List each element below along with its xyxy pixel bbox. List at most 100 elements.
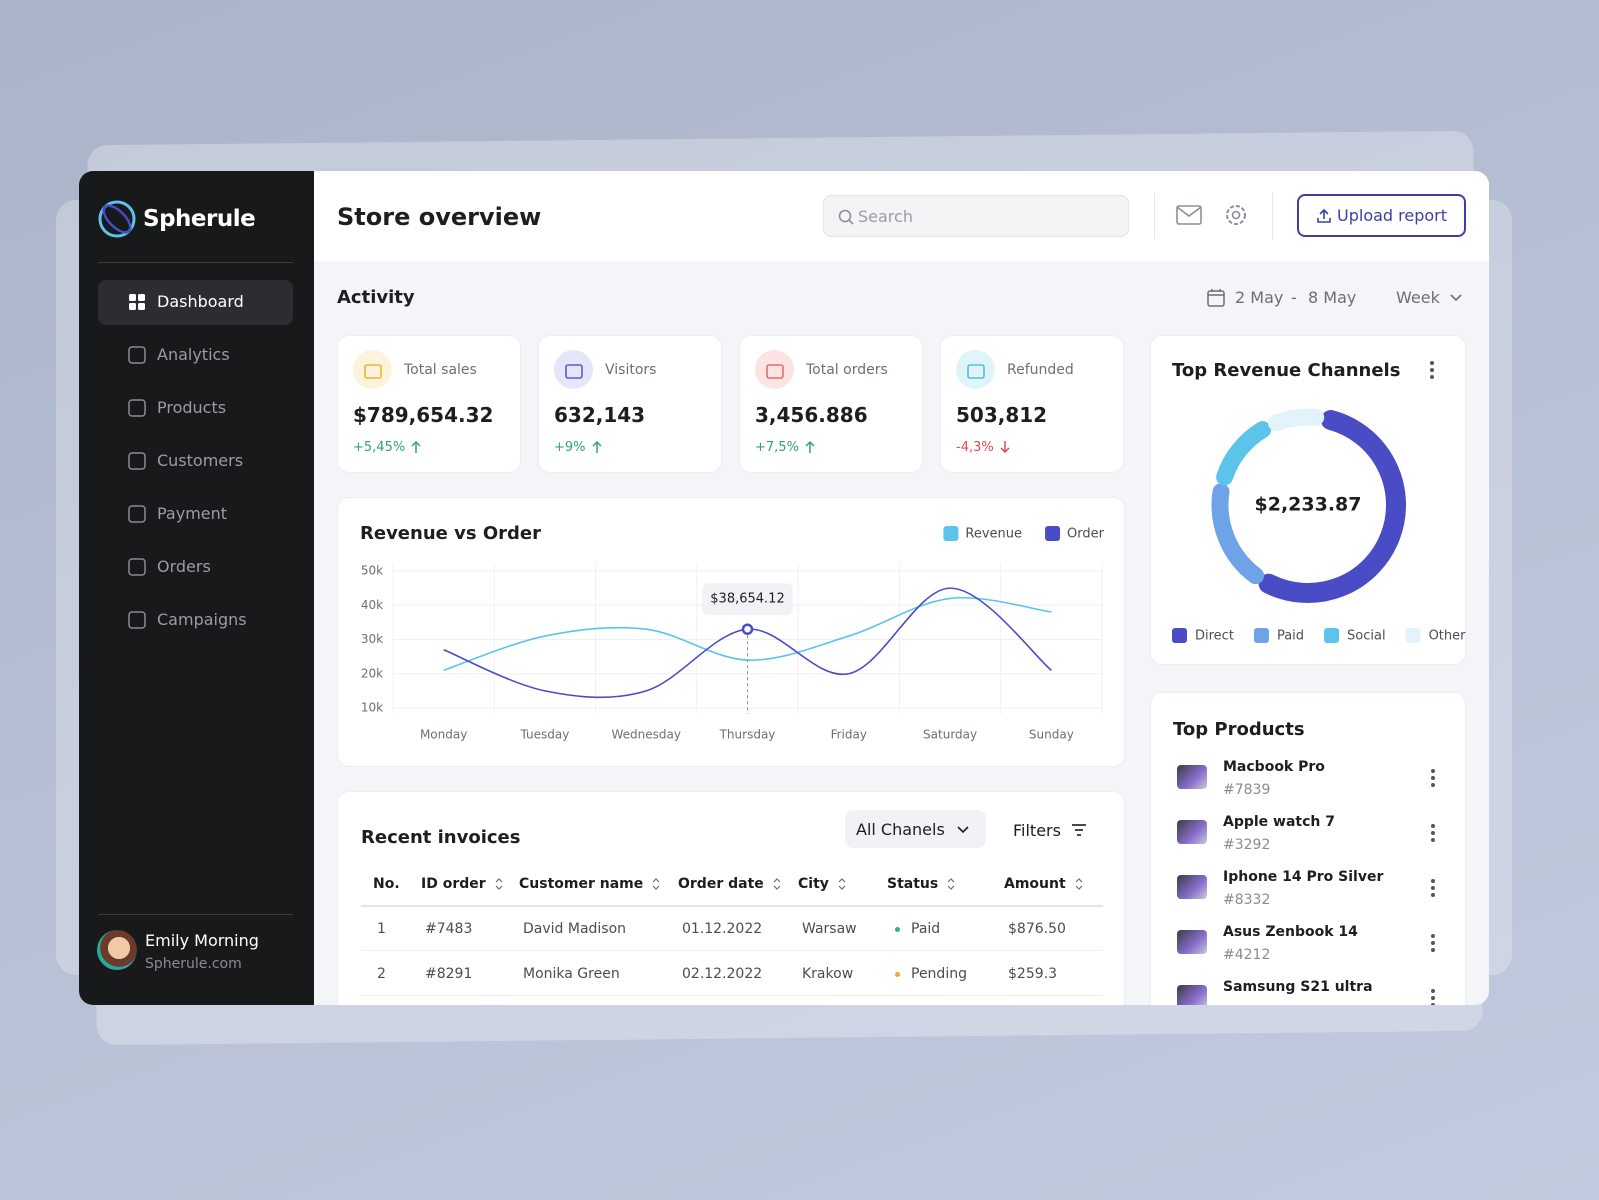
chart-title: Top Revenue Channels <box>1172 360 1400 381</box>
column-header[interactable]: Order date <box>678 876 764 892</box>
kpi-card: Total orders 3,456.886 +7,5% <box>739 335 923 473</box>
icon-glyph <box>967 364 985 379</box>
icon-part <box>947 878 955 890</box>
nav-icon <box>128 452 146 470</box>
nav-item[interactable]: Orders <box>98 545 293 590</box>
divider <box>98 262 293 263</box>
column-header[interactable]: Amount <box>1004 876 1066 892</box>
dot <box>1431 879 1435 883</box>
date-from[interactable]: 2 May <box>1235 288 1284 307</box>
divider <box>1154 193 1155 239</box>
kpi-label: Visitors <box>605 362 657 378</box>
kpi-change: -4,3% <box>956 440 994 455</box>
tooltip-text: $38,654.12 <box>710 592 784 607</box>
tooltip-bg <box>702 583 793 616</box>
legend-swatch <box>943 526 959 541</box>
dot <box>1431 776 1435 780</box>
table-cell: #8291 <box>425 966 473 982</box>
dot <box>1431 783 1435 787</box>
donut-card: Top Revenue Channels $2,233.87 Direct Paid… <box>1150 335 1466 665</box>
menu-dots[interactable] <box>1430 823 1436 843</box>
y-tick-label: 40k <box>361 598 383 612</box>
menu-dots[interactable] <box>1430 361 1434 379</box>
row-rule <box>361 995 1103 996</box>
line-chart: Revenue vs Order 10k 20k 30k 40k 50k Monday Tu… <box>360 523 1105 742</box>
dot <box>1431 1003 1435 1005</box>
kpi-icon <box>755 350 794 389</box>
nav-icon <box>128 346 146 364</box>
kpi-value: 632,143 <box>554 403 646 427</box>
upload-button[interactable]: Upload report <box>1297 194 1466 237</box>
menu-dots[interactable] <box>1430 933 1436 953</box>
donut-center-label: $2,233.87 <box>1255 494 1362 516</box>
table-cell: Pending <box>911 966 967 982</box>
upload-label: Upload report <box>1337 206 1448 225</box>
nav-item[interactable]: Customers <box>98 439 293 484</box>
invoices-title: Recent invoices <box>361 827 521 848</box>
product-name: Iphone 14 Pro Silver <box>1223 869 1384 885</box>
table-cell: $876.50 <box>1008 921 1066 937</box>
kpi-card: Visitors 632,143 +9% <box>538 335 722 473</box>
arrow-shape <box>1000 441 1010 454</box>
nav-item[interactable]: Products <box>98 386 293 431</box>
user-name: Emily Morning <box>145 931 259 950</box>
y-tick-label: 30k <box>361 632 383 646</box>
avatar <box>97 930 137 970</box>
menu-dots[interactable] <box>1430 878 1436 898</box>
y-tick-label: 50k <box>361 564 383 578</box>
nav-item[interactable]: Payment <box>98 492 293 537</box>
calendar-icon <box>1207 289 1225 307</box>
channel-select[interactable]: All Chanels <box>845 810 986 848</box>
icon-part <box>129 294 136 301</box>
filters-button[interactable]: Filters <box>1013 821 1061 840</box>
dot <box>1431 838 1435 842</box>
x-tick-label: Sunday <box>1029 728 1074 742</box>
x-tick-label: Saturday <box>923 728 977 742</box>
legend-swatch <box>1405 628 1421 643</box>
kpi-change: +7,5% <box>755 440 799 455</box>
menu-dots[interactable] <box>1430 768 1436 788</box>
arrow-shape <box>805 440 815 453</box>
icon-part <box>128 452 146 470</box>
settings-icon[interactable] <box>1224 203 1248 227</box>
sidebar: Spherule Emily Morning Spherule.com Dash… <box>79 171 314 1005</box>
trend-arrow <box>411 440 421 453</box>
trend-arrow <box>805 440 815 453</box>
dot <box>1431 948 1435 952</box>
legend-label: Social <box>1347 629 1386 644</box>
nav-label: Analytics <box>157 345 230 364</box>
nav-item[interactable]: Campaigns <box>98 598 293 643</box>
product-name: Samsung S21 ultra <box>1223 979 1373 995</box>
product-thumbnail <box>1177 985 1207 1005</box>
column-header[interactable]: Customer name <box>519 876 644 892</box>
nav-icon <box>129 294 145 310</box>
divider <box>98 914 293 915</box>
dot <box>1431 824 1435 828</box>
product-id: #7839 <box>1223 782 1271 798</box>
mail-icon[interactable] <box>1176 205 1202 225</box>
legend-label: Order <box>1067 527 1105 542</box>
search-box[interactable]: Search <box>823 195 1129 237</box>
dot <box>1431 989 1435 993</box>
product-thumbnail <box>1177 820 1207 844</box>
sort-icon <box>947 878 955 890</box>
legend-label: Other <box>1429 629 1466 644</box>
column-header[interactable]: Status <box>887 876 939 892</box>
icon-part <box>128 505 146 523</box>
kpi-icon <box>554 350 593 389</box>
icon-glyph <box>766 364 784 379</box>
kpi-value: 3,456.886 <box>755 403 868 427</box>
nav-item[interactable]: Analytics <box>98 333 293 378</box>
legend-label: Direct <box>1195 629 1234 644</box>
icon-part <box>773 878 781 890</box>
date-to[interactable]: 8 May <box>1308 288 1357 307</box>
nav-item[interactable]: Dashboard <box>98 280 293 325</box>
y-tick-label: 20k <box>361 666 383 680</box>
period-select[interactable]: Week <box>1396 288 1440 307</box>
x-tick-label: Wednesday <box>611 728 680 742</box>
column-header[interactable]: City <box>798 876 829 892</box>
column-header[interactable]: ID order <box>421 876 486 892</box>
product-thumbnail <box>1177 765 1207 789</box>
menu-dots[interactable] <box>1430 988 1436 1005</box>
donut-chart: Top Revenue Channels $2,233.87 Direct Paid… <box>1172 360 1466 644</box>
